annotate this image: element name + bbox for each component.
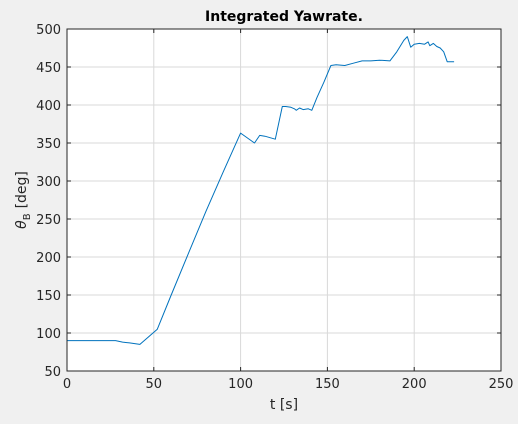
grid-lines [67, 29, 501, 371]
svg-text:θB[deg]: θB [deg] [14, 171, 33, 229]
x-tick-label: 50 [146, 377, 163, 392]
x-axis-label: t [s] [270, 397, 298, 413]
y-tick-label: 500 [36, 23, 61, 38]
x-ticks: 0 50 100 150 200 250 [63, 29, 514, 392]
axes-box [66, 28, 502, 372]
y-axis-label-subscript: B [22, 213, 33, 220]
y-tick-label: 50 [44, 365, 61, 380]
x-tick-label: 250 [489, 377, 514, 392]
y-tick-label: 150 [36, 289, 61, 304]
y-tick-label: 100 [36, 327, 61, 342]
y-axis-label: θB [deg] [14, 171, 33, 229]
y-ticks: 50 100 150 200 250 300 350 400 450 500 [36, 23, 501, 380]
chart-title: Integrated Yawrate. [205, 9, 363, 25]
x-tick-label: 100 [228, 377, 253, 392]
y-axis-label-symbol: θ [14, 220, 30, 229]
series-layer [67, 36, 455, 345]
x-tick-label: 150 [315, 377, 340, 392]
y-tick-label: 300 [36, 175, 61, 190]
y-axis-label-unit: [deg] [14, 171, 30, 208]
x-tick-label: 0 [63, 377, 71, 392]
y-tick-label: 200 [36, 251, 61, 266]
y-tick-label: 350 [36, 137, 61, 152]
plot-area [67, 29, 501, 371]
x-tick-label: 200 [402, 377, 427, 392]
y-tick-label: 450 [36, 61, 61, 76]
y-tick-label: 400 [36, 99, 61, 114]
y-tick-label: 250 [36, 213, 61, 228]
series-line-1 [67, 36, 455, 345]
